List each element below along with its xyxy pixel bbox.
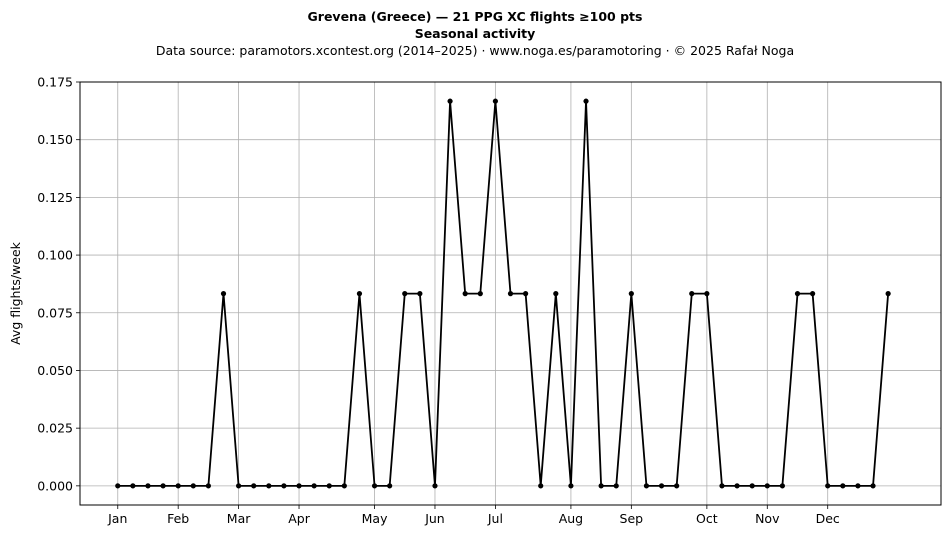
series-line	[117, 100, 890, 487]
data-point	[236, 483, 242, 489]
data-point	[719, 483, 725, 489]
y-tick-label: 0.175	[37, 75, 73, 90]
data-point	[840, 483, 846, 489]
data-point	[734, 483, 740, 489]
x-tick-label: Oct	[696, 511, 718, 526]
y-tick-label: 0.050	[37, 363, 73, 378]
x-tick-label: Aug	[559, 511, 583, 526]
data-point	[598, 483, 604, 489]
data-point	[689, 291, 695, 297]
data-point	[658, 483, 665, 489]
x-tick-label: Jan	[107, 511, 127, 526]
data-point	[810, 291, 816, 297]
data-point	[432, 483, 438, 489]
data-point	[160, 483, 166, 489]
data-point	[326, 483, 332, 489]
data-point	[115, 483, 121, 489]
data-point	[583, 98, 589, 104]
data-point	[462, 291, 468, 297]
x-tick-label: May	[362, 511, 388, 526]
data-point	[266, 483, 272, 489]
chart-title: Grevena (Greece) — 21 PPG XC flights ≥10…	[307, 9, 643, 24]
data-point	[130, 483, 136, 489]
series	[115, 98, 891, 489]
data-point	[613, 483, 619, 489]
x-tick-label: Nov	[755, 511, 780, 526]
data-point	[553, 291, 559, 297]
data-point	[764, 483, 770, 489]
data-point	[643, 483, 650, 489]
data-point	[749, 483, 755, 489]
x-tick-label: Jul	[487, 511, 503, 526]
x-tick-label: Mar	[227, 511, 251, 526]
data-point	[190, 483, 196, 489]
data-point	[205, 483, 211, 489]
data-point	[341, 483, 347, 489]
data-point	[145, 483, 151, 489]
x-tick-label: Apr	[288, 511, 310, 526]
data-point	[477, 291, 483, 297]
data-point	[402, 291, 408, 297]
y-tick-label: 0.125	[37, 190, 73, 205]
y-axis-label: Avg flights/week	[8, 241, 23, 345]
data-point	[674, 483, 680, 489]
data-point	[356, 291, 363, 297]
data-point	[568, 483, 574, 489]
data-point	[870, 483, 876, 489]
data-point	[251, 483, 257, 489]
x-tick-label: Sep	[620, 511, 644, 526]
y-tick-label: 0.100	[37, 248, 73, 263]
data-point	[175, 483, 181, 489]
data-point	[447, 98, 453, 104]
x-tick-label: Feb	[167, 511, 189, 526]
data-point	[311, 483, 317, 489]
data-point	[296, 483, 302, 489]
data-point	[885, 291, 891, 297]
y-tick-label: 0.000	[37, 478, 73, 493]
data-point	[507, 291, 514, 297]
y-axis: 0.000 0.025 0.050 0.075 0.100 0.125 0.150 0.175	[37, 75, 80, 493]
y-tick-label: 0.025	[37, 421, 73, 436]
x-tick-label: Jun	[424, 511, 445, 526]
data-point	[387, 483, 393, 489]
data-point	[417, 291, 423, 297]
y-tick-label: 0.075	[37, 305, 73, 320]
data-point	[704, 291, 710, 297]
x-axis: Jan Feb Mar Apr May Jun Jul Aug Sep Oct Nov Dec	[107, 505, 840, 526]
data-point	[371, 483, 378, 489]
data-point	[492, 98, 498, 104]
data-point	[794, 291, 801, 297]
chart-source-note: Data source: paramotors.xcontest.org (20…	[155, 43, 795, 58]
data-point	[523, 291, 529, 297]
data-point	[855, 483, 861, 489]
data-point	[779, 483, 785, 489]
y-tick-label: 0.150	[37, 132, 73, 147]
data-point	[628, 291, 634, 297]
data-point	[281, 483, 287, 489]
data-point	[220, 291, 227, 297]
data-point	[825, 483, 831, 489]
x-tick-label: Dec	[816, 511, 840, 526]
data-point	[538, 483, 544, 489]
chart-subtitle: Seasonal activity	[414, 26, 536, 41]
plot-frame	[79, 81, 942, 506]
